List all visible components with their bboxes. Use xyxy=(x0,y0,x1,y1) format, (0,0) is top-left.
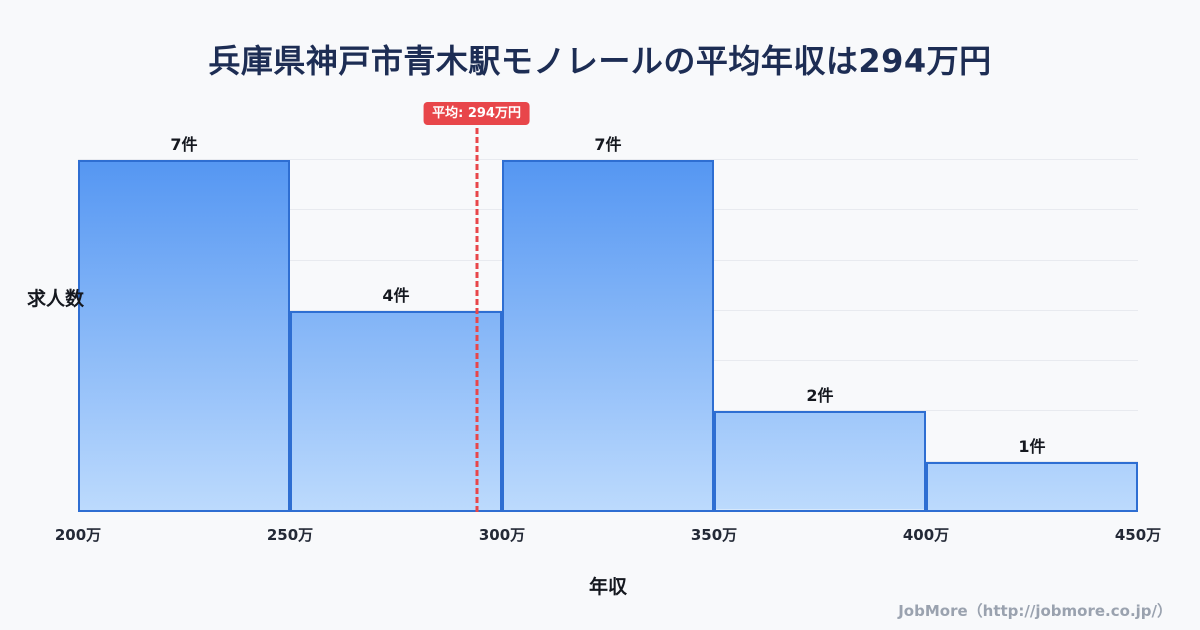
chart-title: 兵庫県神戸市青木駅モノレールの平均年収は294万円 xyxy=(208,42,992,80)
mean-line xyxy=(475,128,479,512)
histogram-bar: 7件 xyxy=(78,135,290,512)
x-tick-label: 350万 xyxy=(690,526,738,544)
histogram-bar: 2件 xyxy=(714,386,926,512)
x-axis-label: 年収 xyxy=(588,576,627,598)
y-axis-label: 求人数 xyxy=(27,288,85,310)
plot-area: 7件 4件 7件 2件 1件 xyxy=(78,135,1138,512)
footer-credit: JobMore（http://jobmore.co.jp/） xyxy=(898,602,1172,620)
bar-count-label: 1件 xyxy=(1018,436,1046,456)
x-tick-label: 200万 xyxy=(54,526,102,544)
gridline xyxy=(78,159,1138,160)
histogram-bar: 7件 xyxy=(502,135,714,512)
x-tick-label: 300万 xyxy=(478,526,526,544)
histogram-bar: 4件 xyxy=(290,286,502,512)
bar-count-label: 7件 xyxy=(170,135,198,154)
x-tick-label: 400万 xyxy=(902,526,950,544)
bar-count-label: 4件 xyxy=(382,285,410,305)
x-tick-label: 250万 xyxy=(266,526,314,544)
bar-count-label: 2件 xyxy=(806,386,834,406)
x-axis-ticks: 200万 250万 300万 350万 400万 450万 xyxy=(55,524,1161,544)
histogram-bar: 1件 xyxy=(926,437,1138,512)
bar-count-label: 7件 xyxy=(594,135,622,154)
chart-region: 7件 4件 7件 2件 1件 平均: 294万円 xyxy=(78,100,1138,512)
x-tick-label: 450万 xyxy=(1114,526,1162,544)
mean-value-badge: 平均: 294万円 xyxy=(423,102,530,125)
